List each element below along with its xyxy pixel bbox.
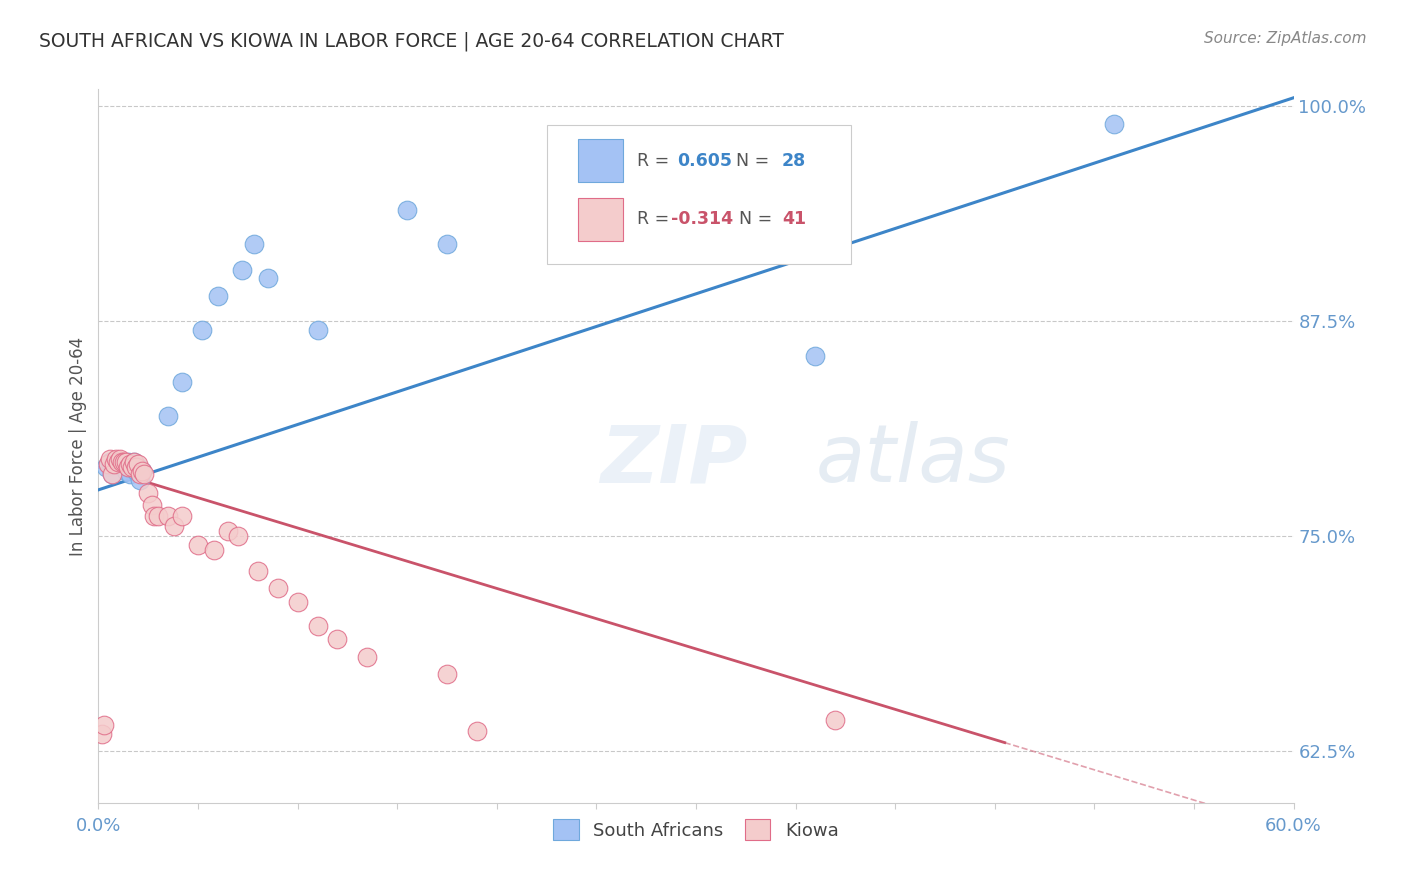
Point (124, 455, 146, 469)
Point (127, 457, 149, 471)
Text: atlas: atlas (815, 421, 1011, 500)
Point (256, 271, 278, 285)
Point (115, 455, 138, 469)
Point (231, 262, 253, 277)
Point (112, 455, 135, 469)
Point (465, 723, 488, 738)
Point (134, 467, 156, 482)
Point (115, 464, 138, 478)
Point (226, 529, 249, 543)
FancyBboxPatch shape (578, 139, 623, 182)
Point (105, 455, 128, 469)
Point (187, 538, 209, 552)
Point (93, 718, 115, 732)
Point (163, 519, 186, 533)
Point (157, 409, 180, 423)
Text: N =: N = (728, 211, 778, 228)
Point (98, 455, 122, 469)
FancyBboxPatch shape (547, 125, 852, 264)
Point (98, 451, 122, 466)
Point (121, 460, 143, 475)
Point (111, 455, 134, 469)
Point (103, 457, 125, 471)
Text: R =: R = (637, 152, 675, 169)
Legend: South Africans, Kiowa: South Africans, Kiowa (546, 812, 846, 847)
Text: 41: 41 (782, 211, 806, 228)
Point (202, 543, 225, 558)
Point (131, 464, 153, 478)
Y-axis label: In Labor Force | Age 20-64: In Labor Force | Age 20-64 (69, 336, 87, 556)
Point (326, 632, 349, 647)
Point (107, 455, 129, 469)
Point (107, 457, 129, 471)
Point (267, 581, 290, 595)
Point (120, 457, 142, 471)
Point (105, 451, 128, 466)
Point (143, 508, 166, 523)
Point (96, 460, 118, 475)
Point (824, 713, 846, 727)
Point (117, 460, 139, 475)
Text: 0.605: 0.605 (676, 152, 733, 169)
Point (101, 467, 124, 482)
Point (1104, 117, 1126, 131)
Point (157, 508, 180, 523)
Point (246, 564, 269, 578)
Point (125, 464, 148, 478)
Point (91, 727, 114, 741)
Point (243, 236, 266, 251)
Text: Source: ZipAtlas.com: Source: ZipAtlas.com (1204, 31, 1367, 46)
Point (436, 666, 458, 681)
Text: -0.314: -0.314 (671, 211, 733, 228)
Point (129, 467, 152, 482)
Point (172, 508, 194, 523)
Point (101, 467, 124, 482)
Point (207, 288, 229, 302)
Point (307, 323, 329, 337)
Point (287, 594, 309, 608)
Point (129, 473, 152, 487)
Point (136, 486, 159, 500)
Point (112, 457, 135, 471)
Point (148, 508, 170, 523)
Point (172, 375, 194, 389)
Text: N =: N = (724, 152, 775, 169)
Point (131, 464, 153, 478)
Point (97, 457, 120, 471)
Point (307, 618, 329, 632)
Point (191, 323, 214, 337)
Point (117, 455, 139, 469)
FancyBboxPatch shape (578, 198, 623, 241)
Point (124, 455, 146, 469)
Point (436, 236, 458, 251)
Point (110, 451, 132, 466)
Text: 28: 28 (782, 152, 806, 169)
Point (804, 349, 827, 363)
Point (217, 524, 239, 538)
Point (110, 455, 132, 469)
Point (127, 460, 149, 475)
Text: ZIP: ZIP (600, 421, 748, 500)
Point (120, 467, 142, 482)
Point (141, 499, 163, 513)
Text: R =: R = (637, 211, 675, 228)
Point (121, 457, 143, 471)
Text: SOUTH AFRICAN VS KIOWA IN LABOR FORCE | AGE 20-64 CORRELATION CHART: SOUTH AFRICAN VS KIOWA IN LABOR FORCE | … (39, 31, 785, 51)
Point (125, 460, 148, 475)
Point (356, 649, 378, 664)
Point (396, 202, 419, 217)
